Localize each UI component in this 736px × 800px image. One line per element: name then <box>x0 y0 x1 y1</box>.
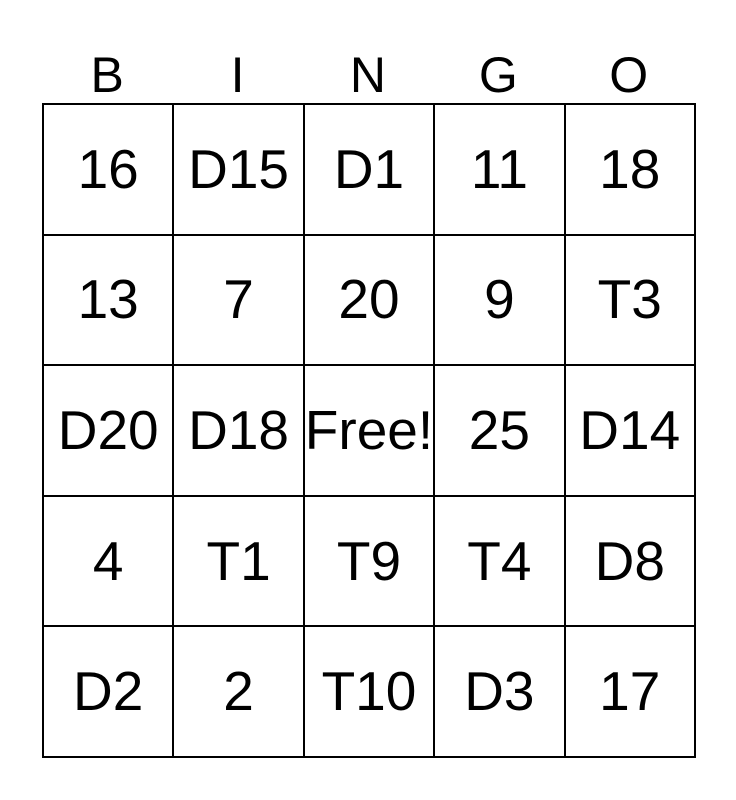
bingo-cell[interactable]: D15 <box>173 104 304 235</box>
bingo-cell[interactable]: 17 <box>564 626 695 757</box>
bingo-grid: 16 D15 D1 11 18 13 7 20 9 T3 D20 D18 Fre… <box>42 103 696 758</box>
bingo-cell[interactable]: 20 <box>303 234 435 366</box>
bingo-cell[interactable]: T9 <box>303 495 435 627</box>
bingo-card: B I N G O 16 D15 D1 11 18 13 7 20 9 T3 D… <box>42 42 696 758</box>
bingo-cell[interactable]: 4 <box>43 495 174 627</box>
header-letter-b: B <box>90 47 124 103</box>
bingo-header: B I N G O <box>42 42 696 103</box>
bingo-cell[interactable]: 7 <box>173 234 304 366</box>
bingo-cell[interactable]: D8 <box>564 495 695 627</box>
bingo-cell[interactable]: D20 <box>43 365 174 496</box>
bingo-cell[interactable]: 9 <box>434 234 565 366</box>
header-letter-n: N <box>349 47 387 103</box>
bingo-cell[interactable]: T10 <box>303 626 435 757</box>
bingo-cell[interactable]: 13 <box>43 234 174 366</box>
header-letter-o: O <box>609 47 649 103</box>
header-letter-i: I <box>230 47 245 103</box>
bingo-cell[interactable]: 18 <box>564 104 695 235</box>
bingo-cell[interactable]: D14 <box>564 365 695 496</box>
bingo-cell[interactable]: D1 <box>303 104 435 235</box>
bingo-cell[interactable]: T1 <box>173 495 304 627</box>
bingo-cell[interactable]: D2 <box>43 626 174 757</box>
bingo-cell[interactable]: T3 <box>564 234 695 366</box>
bingo-cell[interactable]: 25 <box>434 365 565 496</box>
header-letter-g: G <box>478 47 518 103</box>
bingo-cell[interactable]: T4 <box>434 495 565 627</box>
bingo-cell[interactable]: D18 <box>173 365 304 496</box>
bingo-cell[interactable]: 2 <box>173 626 304 757</box>
free-cell[interactable]: Free! <box>303 365 435 496</box>
bingo-cell[interactable]: D3 <box>434 626 565 757</box>
bingo-cell[interactable]: 11 <box>434 104 565 235</box>
bingo-cell[interactable]: 16 <box>43 104 174 235</box>
